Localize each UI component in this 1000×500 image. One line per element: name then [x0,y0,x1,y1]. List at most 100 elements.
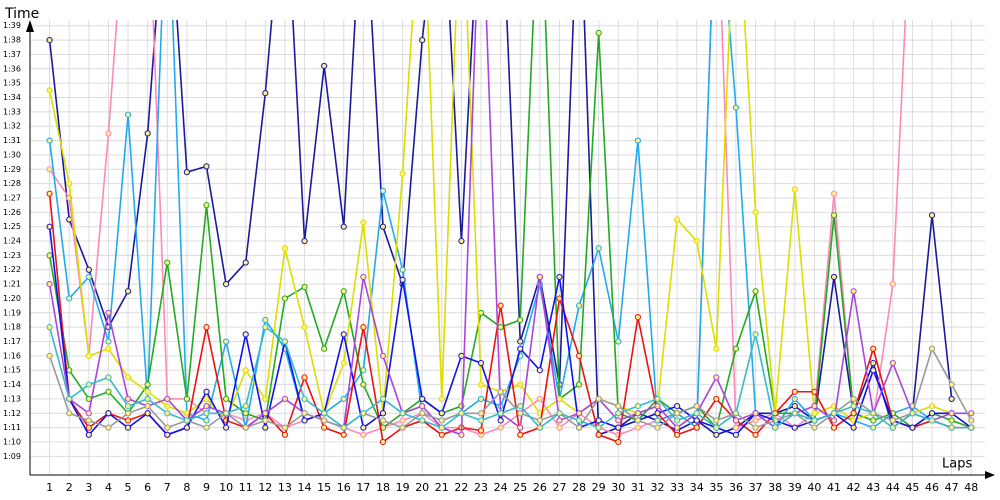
point [379,187,387,194]
point [281,431,289,438]
point [791,395,798,403]
point [124,403,132,410]
point [301,237,308,245]
y-tick-label: 1:16 [3,351,21,360]
point [321,417,328,424]
point [46,36,53,44]
y-tick-label: 1:13 [3,394,21,403]
point [46,87,53,94]
point [850,395,857,403]
point [183,417,190,424]
point [183,169,190,176]
point [164,431,171,438]
x-tick-label: 39 [788,481,802,494]
point [752,209,759,216]
point [105,410,112,417]
point [164,424,171,431]
point [203,410,210,417]
x-tick-label: 23 [474,481,488,494]
point [870,359,877,367]
point [85,417,92,424]
point [46,352,53,359]
point [575,352,583,359]
point [222,281,230,288]
point [497,410,504,417]
series-line [48,193,972,444]
point [203,163,210,170]
point [634,417,642,424]
y-axis-label: Time [4,6,39,22]
x-tick-label: 11 [239,481,253,494]
x-tick-label: 15 [317,481,331,494]
point [556,273,563,281]
point [242,259,249,266]
point [281,295,289,302]
point [242,367,249,374]
point [674,417,681,424]
point [399,410,406,417]
point [674,403,681,410]
point [379,352,387,359]
point [497,324,504,331]
point [615,424,622,431]
x-tick-label: 42 [847,481,861,494]
point [46,190,53,197]
point [536,367,543,374]
point [909,424,916,431]
point [399,266,406,273]
x-tick-label: 43 [866,481,880,494]
x-tick-label: 26 [533,481,547,494]
point [654,395,661,403]
point [124,395,132,403]
point [379,438,387,446]
x-tick-label: 30 [611,481,625,494]
x-tick-label: 32 [651,481,665,494]
point [399,424,406,431]
point [517,431,524,438]
point [968,410,975,417]
point [732,417,740,424]
point [85,352,92,359]
y-tick-label: 1:33 [3,107,21,116]
point [419,410,426,417]
point [830,190,838,197]
point [203,417,210,424]
point [281,424,289,431]
x-tick-label: 10 [219,481,233,494]
series-line [48,20,972,436]
point [830,417,838,424]
y-tick-label: 1:21 [3,280,21,289]
point [301,283,308,291]
point [124,288,132,295]
point [850,288,857,295]
x-tick-label: 35 [709,481,723,494]
x-tick-label: 22 [454,481,468,494]
point [575,302,583,309]
point [458,352,465,359]
point [713,417,720,424]
point [438,395,445,403]
point [105,388,112,395]
point [222,338,230,345]
point [203,403,210,410]
y-tick-label: 1:31 [3,136,21,145]
point [830,273,838,281]
point [732,431,740,438]
point [693,417,700,424]
y-tick-label: 1:28 [3,179,21,188]
point [928,417,936,424]
point [203,395,210,403]
point [654,410,661,417]
point [144,410,151,417]
point [536,395,543,403]
x-tick-label: 19 [396,481,410,494]
point [281,338,289,345]
point [379,395,387,403]
point [830,410,838,417]
point [164,259,171,266]
point [575,424,583,431]
point [517,338,524,345]
point [419,36,426,44]
x-tick-label: 48 [964,481,978,494]
point [732,424,740,431]
